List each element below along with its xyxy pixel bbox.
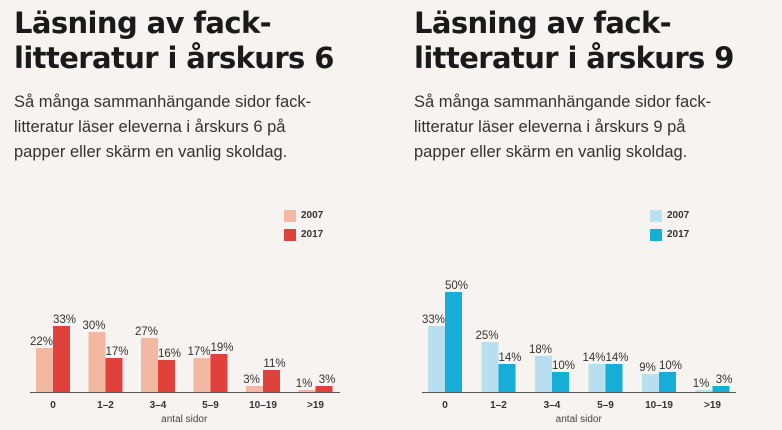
category-label-4: 10–19 [645,400,673,411]
data-label-2017-4: 11% [263,358,285,370]
bar-2007-0 [428,326,445,392]
category-label-4: 10–19 [249,400,277,411]
legend-item-2007: 2007 [284,206,323,225]
category-label-1: 1–2 [97,400,114,411]
bar-2017-5 [712,386,730,392]
bar-2007-1 [481,342,499,392]
category-label-3: 5–9 [597,400,614,411]
data-label-2007-3: 14% [582,352,605,364]
data-label-2007-5: 1% [693,378,710,390]
category-label-5: >19 [704,400,721,411]
bar-2017-4 [263,370,280,392]
data-label-2007-3: 17% [187,346,210,358]
category-label-3: 5–9 [202,400,219,411]
bar-2017-3 [605,364,623,392]
data-label-2007-4: 9% [639,362,656,374]
category-label-2: 3–4 [544,400,561,411]
data-label-2017-3: 19% [210,342,233,354]
chart-panel-grade-9: Läsning av fack- litteratur i årskurs 9 … [400,0,780,430]
category-label-5: >19 [307,400,324,411]
chart-subtitle: Så många sammanhängande sidor fack- litt… [414,93,712,161]
data-label-2017-1: 14% [498,352,521,364]
chart-title: Läsning av fack- litteratur i årskurs 6 [14,6,334,75]
legend-item-2007: 2007 [650,206,689,225]
bar-chart-grade-6: 22%33%030%17%1–227%16%3–417% 19%5–93%11%1… [30,314,340,425]
legend-label-2007: 2007 [667,210,690,221]
data-label-2007-2: 27% [135,326,158,338]
legend-label-2017: 2017 [301,229,324,240]
bar-2017-0 [53,326,70,392]
legend-swatch-2007 [650,209,662,222]
data-label-2007-4: 3% [243,374,260,386]
bar-2007-2 [535,356,552,392]
bar-2017-5 [315,386,333,392]
bar-2007-3 [588,364,606,392]
data-label-2017-3: 14% [605,352,628,364]
category-label-1: 1–2 [490,400,507,411]
data-label-2007-5: 1% [296,378,313,390]
data-label-2017-5: 3% [716,374,733,386]
legend-label-2017: 2017 [667,229,690,240]
bar-2007-3 [193,358,211,392]
bar-2017-1 [498,364,516,392]
data-label-2007-0: 33% [422,314,445,326]
category-label-2: 3–4 [150,400,167,411]
legend-label-2007: 2007 [301,210,324,221]
bar-2017-2 [552,372,569,392]
bar-2017-4 [659,372,676,392]
bar-2017-2 [158,360,175,392]
data-label-2017-0: 50% [445,280,468,292]
bar-2017-0 [445,292,462,392]
legend-swatch-2017 [284,228,296,241]
legend-swatch-2017 [650,228,662,241]
data-label-2017-5: 3% [319,374,336,386]
x-axis-title: antal sidor [556,414,603,425]
x-axis-title: antal sidor [161,414,208,425]
data-label-2017-1: 17% [105,346,128,358]
bar-2007-1 [88,332,106,392]
bar-2017-1 [105,358,123,392]
bar-2007-2 [141,338,158,392]
legend-swatch-2007 [284,209,296,222]
data-label-2007-0: 22% [30,336,53,348]
legend-item-2017: 2017 [650,225,689,244]
category-label-0: 0 [442,400,448,411]
data-label-2017-2: 10% [552,360,575,372]
chart-legend: 2007 2017 [650,206,689,244]
bar-chart-grade-9: 33%50%025%14%1–218%10%3–414% 14%5–99% 10%1… [422,280,736,425]
bar-2007-4 [642,374,659,392]
data-label-2007-1: 30% [82,320,105,332]
bar-2007-4 [246,386,263,392]
chart-subtitle: Så många sammanhängande sidor fack- litt… [14,93,312,161]
bar-2007-5 [298,390,316,392]
chart-legend: 2007 2017 [284,206,323,244]
data-label-2017-0: 33% [53,314,76,326]
bar-2007-5 [695,390,713,392]
data-label-2007-1: 25% [475,330,498,342]
bar-2007-0 [36,348,53,392]
category-label-0: 0 [50,400,56,411]
data-label-2007-2: 18% [529,344,552,356]
chart-panel-grade-6: Läsning av fack- litteratur i årskurs 6 … [0,0,380,430]
chart-title: Läsning av fack- litteratur i årskurs 9 [414,6,734,75]
legend-item-2017: 2017 [284,225,323,244]
data-label-2017-2: 16% [158,348,181,360]
data-label-2017-4: 10% [659,360,682,372]
bar-2017-3 [210,354,228,392]
